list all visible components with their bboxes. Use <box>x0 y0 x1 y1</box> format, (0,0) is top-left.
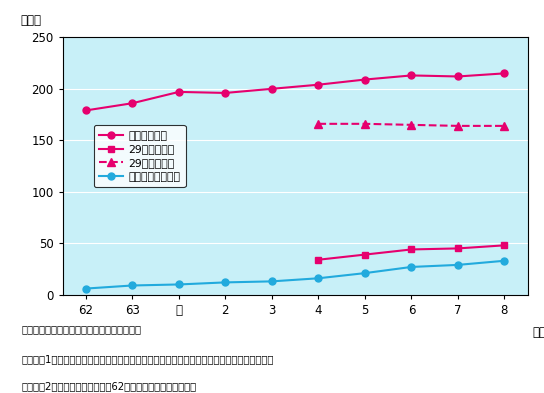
カラーテレビ <box>269 86 275 91</box>
Line: 29インチ以上: 29インチ以上 <box>314 119 509 130</box>
Legend: カラーテレビ, 29インチ未満, 29インチ以上, 衛星放送受信装置: カラーテレビ, 29インチ未満, 29インチ以上, 衛星放送受信装置 <box>94 125 186 187</box>
カラーテレビ <box>315 83 322 87</box>
29インチ以上 <box>315 121 322 126</box>
29インチ以上 <box>362 121 368 126</box>
カラーテレビ <box>83 108 89 113</box>
Text: 「消費動向調査」（経済企画庁）により作成: 「消費動向調査」（経済企画庁）により作成 <box>22 324 142 334</box>
Line: 29インチ未満: 29インチ未満 <box>315 242 508 263</box>
カラーテレビ <box>455 74 461 79</box>
衛星放送受信装置 <box>269 279 275 284</box>
Text: （注）　1　衛星放送受信装置は、ＢＳ放送受信装置（テレビ受信機内蔵型を含む）を指す。: （注） 1 衛星放送受信装置は、ＢＳ放送受信装置（テレビ受信機内蔵型を含む）を指… <box>22 354 274 364</box>
衛星放送受信装置 <box>176 282 182 287</box>
29インチ未満 <box>501 243 508 248</box>
Line: カラーテレビ: カラーテレビ <box>82 70 508 114</box>
29インチ未満 <box>315 257 322 262</box>
衛星放送受信装置 <box>408 264 415 269</box>
29インチ以上 <box>501 123 508 128</box>
29インチ未満 <box>362 252 368 257</box>
衛星放送受信装置 <box>83 286 89 291</box>
カラーテレビ <box>222 90 228 95</box>
衛星放送受信装置 <box>315 276 322 281</box>
衛星放送受信装置 <box>362 271 368 275</box>
カラーテレビ <box>176 90 182 94</box>
Text: （台）: （台） <box>21 14 42 27</box>
衛星放送受信装置 <box>222 280 228 285</box>
衛星放送受信装置 <box>455 263 461 267</box>
カラーテレビ <box>501 71 508 76</box>
29インチ以上 <box>408 123 415 127</box>
29インチ以上 <box>455 123 461 128</box>
Line: 衛星放送受信装置: 衛星放送受信装置 <box>82 257 508 292</box>
Text: （年）: （年） <box>533 326 544 339</box>
29インチ未満 <box>455 246 461 251</box>
Text: 2　衛星放送受信装置の62年〜３年は推計値である。: 2 衛星放送受信装置の62年〜３年は推計値である。 <box>22 381 197 391</box>
カラーテレビ <box>129 101 135 106</box>
カラーテレビ <box>362 77 368 82</box>
衛星放送受信装置 <box>501 259 508 263</box>
29インチ未満 <box>408 247 415 252</box>
カラーテレビ <box>408 73 415 78</box>
衛星放送受信装置 <box>129 283 135 288</box>
